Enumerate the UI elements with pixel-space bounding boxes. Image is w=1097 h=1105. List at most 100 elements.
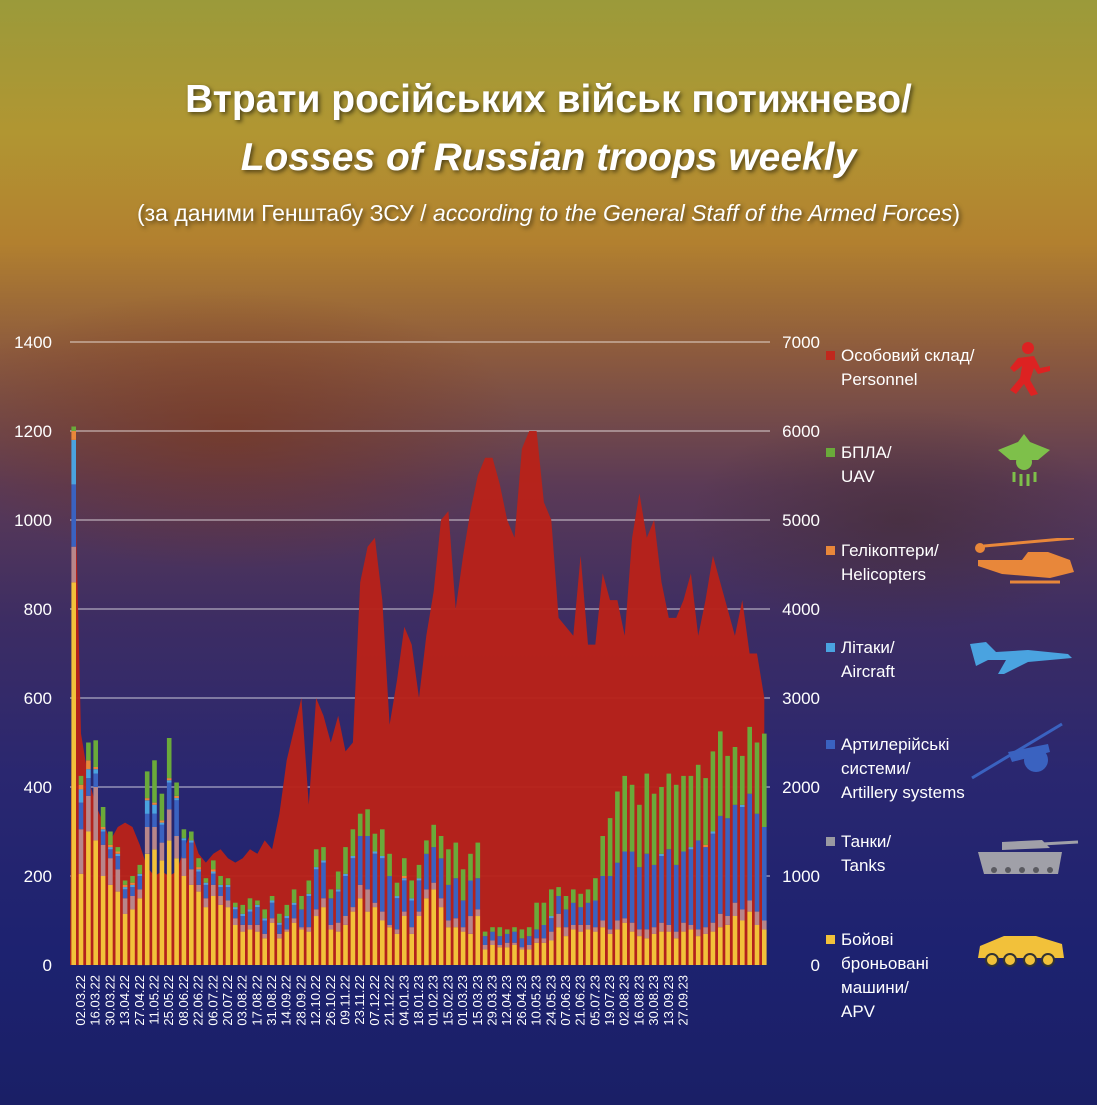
bar-segment xyxy=(747,900,752,912)
bar-segment xyxy=(482,936,488,945)
bar-segment xyxy=(189,842,194,870)
bar-segment xyxy=(262,933,267,939)
bar-segment xyxy=(313,869,319,910)
bar-segment xyxy=(571,889,576,903)
bar-segment xyxy=(93,840,98,965)
bar-segment xyxy=(637,804,642,868)
bar-segment xyxy=(512,927,517,932)
bar-segment xyxy=(130,884,135,888)
bar-segment xyxy=(380,829,385,856)
bar-segment xyxy=(526,949,532,965)
bar-segment xyxy=(615,791,620,863)
bar-segment xyxy=(475,909,481,917)
legend-text: системи/ xyxy=(841,759,911,778)
bar-segment xyxy=(556,896,561,914)
left-axis-tick-label: 600 xyxy=(24,689,52,708)
bar-segment xyxy=(115,851,121,854)
bar-segment xyxy=(732,902,738,916)
x-axis-tick-label: 31.08.22 xyxy=(264,975,279,1026)
bar-segment xyxy=(629,931,635,965)
bar-segment xyxy=(453,918,459,928)
bar-segment xyxy=(181,840,187,859)
bar-segment xyxy=(86,831,91,965)
bar-segment xyxy=(218,884,223,888)
bar-segment xyxy=(269,918,275,923)
left-axis-tick-label: 800 xyxy=(24,600,52,619)
bar-segment xyxy=(181,876,187,965)
bar-segment xyxy=(673,938,679,965)
bar-segment xyxy=(710,833,716,923)
bar-segment xyxy=(277,913,282,923)
legend-label: UAV xyxy=(826,465,1001,489)
bar-segment xyxy=(130,876,135,883)
x-axis-tick-label: 20.07.22 xyxy=(220,975,235,1026)
bar-segment xyxy=(203,898,209,908)
bar-segment xyxy=(225,884,231,888)
bar-segment xyxy=(644,938,650,965)
bar-segment xyxy=(108,844,113,848)
bar-segment xyxy=(600,836,605,876)
bar-segment xyxy=(438,858,444,899)
bar-segment xyxy=(284,916,290,919)
bar-segment xyxy=(159,842,165,861)
legend-text: Personnel xyxy=(841,370,918,389)
bar-segment xyxy=(203,907,209,965)
bar-segment xyxy=(233,925,238,965)
x-axis-tick-label: 23.11.22 xyxy=(352,975,367,1025)
bar-segment xyxy=(233,909,238,919)
bar-segment xyxy=(497,936,503,945)
bar-segment xyxy=(482,945,488,950)
bar-segment xyxy=(144,853,150,966)
bar-segment xyxy=(666,849,672,925)
bar-segment xyxy=(497,947,503,965)
bar-segment xyxy=(732,804,738,903)
bar-segment xyxy=(394,882,400,897)
bar-segment xyxy=(255,925,260,932)
bar-segment xyxy=(71,426,76,431)
bar-segment xyxy=(431,847,436,883)
bar-segment xyxy=(196,869,201,872)
bar-segment xyxy=(372,853,378,903)
bar-segment xyxy=(622,922,627,965)
bar-segment xyxy=(424,898,429,966)
bar-segment xyxy=(718,927,723,965)
bar-segment xyxy=(284,918,290,930)
bar-segment xyxy=(335,871,341,890)
bar-segment xyxy=(387,876,392,925)
bar-segment xyxy=(350,858,356,908)
bar-segment xyxy=(431,889,436,965)
bar-segment xyxy=(549,940,554,965)
legend-label: Artillery systems xyxy=(826,781,1001,805)
bar-segment xyxy=(622,775,627,852)
legend-label: Танки/ xyxy=(826,830,1001,854)
bar-segment xyxy=(196,858,201,868)
bar-segment xyxy=(673,864,679,932)
bar-segment xyxy=(255,931,260,965)
bar-segment xyxy=(174,800,179,836)
right-axis-tick-label: 4000 xyxy=(782,600,820,619)
bar-segment xyxy=(740,807,745,910)
bar-segment xyxy=(681,931,686,965)
x-axis-tick-label: 11.05.22 xyxy=(147,975,162,1025)
bar-segment xyxy=(122,887,128,890)
left-axis-tick-label: 400 xyxy=(24,778,52,797)
legend-label: Артилерійські xyxy=(826,733,1001,757)
bar-segment xyxy=(666,773,672,850)
bar-segment xyxy=(130,887,135,896)
bar-segment xyxy=(159,793,165,821)
bar-segment xyxy=(446,920,451,928)
bar-segment xyxy=(225,878,231,885)
bar-segment xyxy=(563,896,569,910)
bar-segment xyxy=(424,853,429,890)
x-axis-tick-label: 28.09.22 xyxy=(293,975,308,1026)
bar-segment xyxy=(688,929,694,965)
bar-segment xyxy=(703,927,708,934)
bar-segment xyxy=(585,902,591,925)
bar-segment xyxy=(394,898,400,930)
bar-segment xyxy=(277,925,282,934)
legend-label: Tanks xyxy=(826,854,1001,878)
bar-segment xyxy=(534,902,539,930)
bar-segment xyxy=(482,949,488,965)
bar-segment xyxy=(115,891,121,965)
x-axis-tick-label: 02.03.22 xyxy=(73,975,88,1026)
